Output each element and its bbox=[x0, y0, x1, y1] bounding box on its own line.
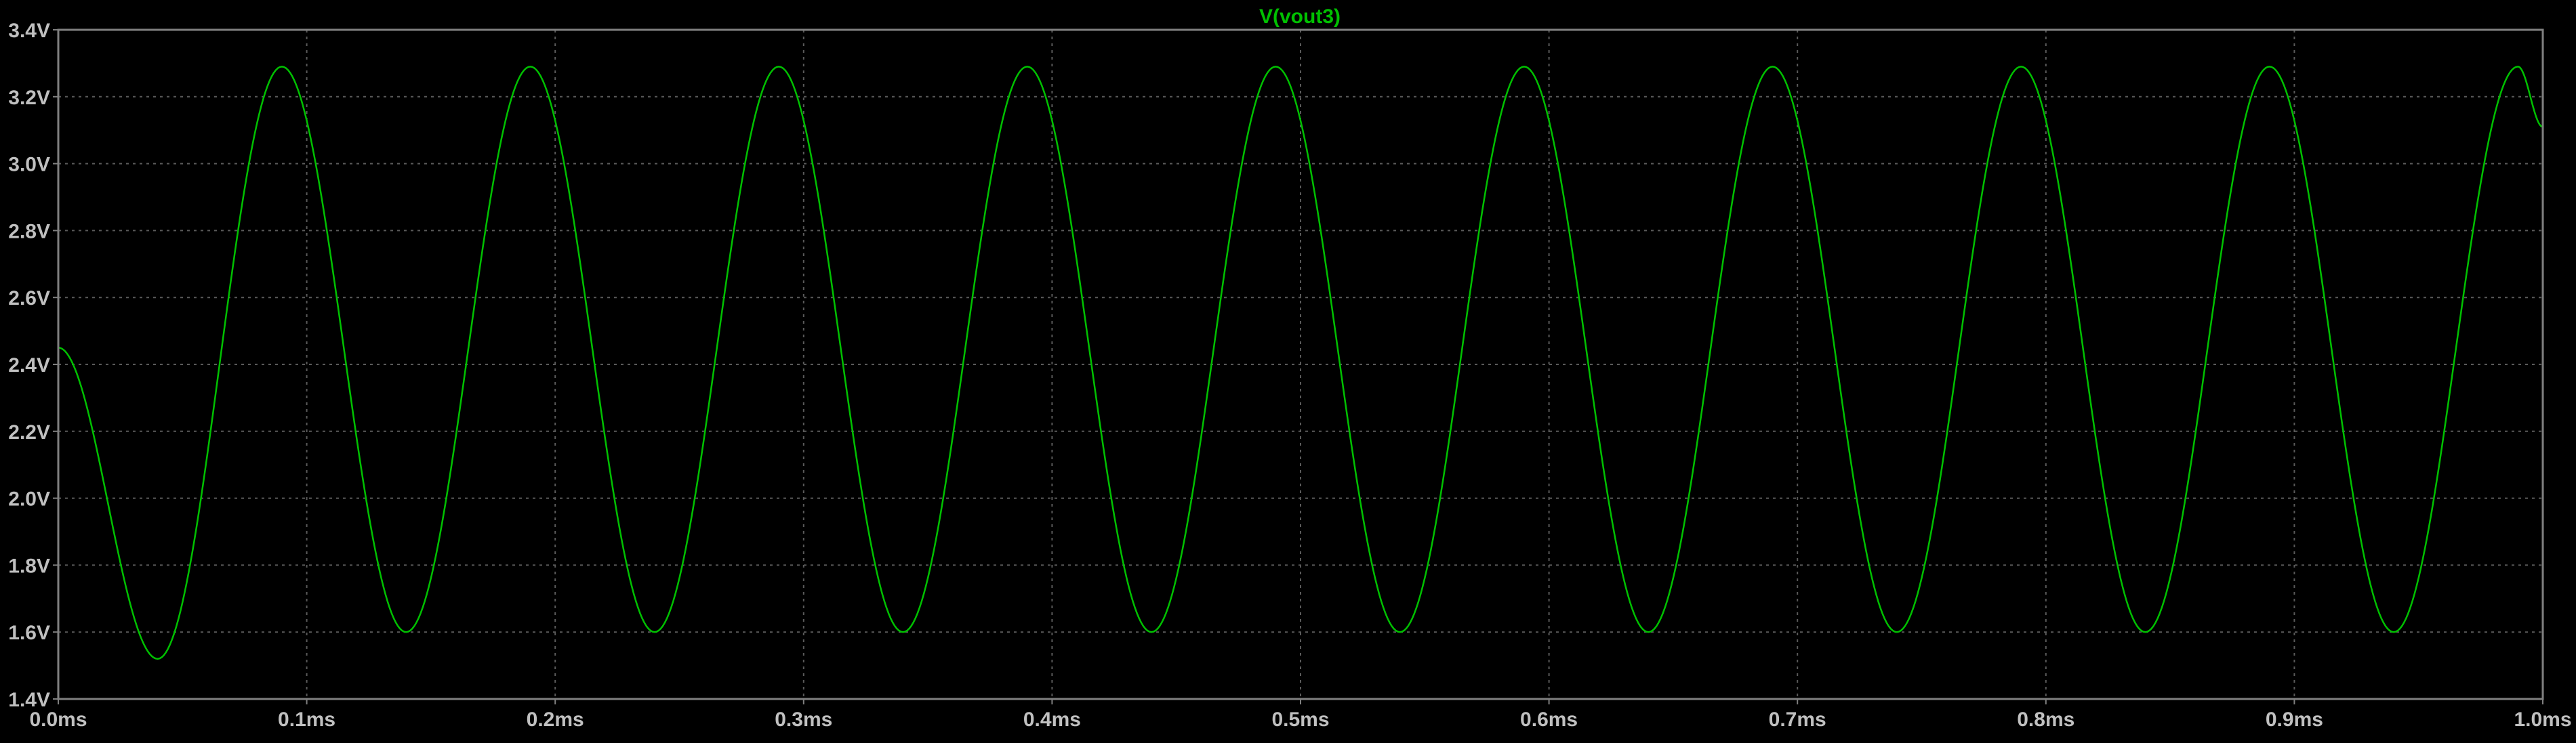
y-tick-label: 1.6V bbox=[8, 622, 50, 644]
y-tick-label: 2.6V bbox=[8, 287, 50, 310]
y-tick-label: 3.4V bbox=[8, 20, 50, 42]
y-tick-label: 1.4V bbox=[8, 689, 50, 711]
x-tick-label: 0.6ms bbox=[1520, 708, 1578, 731]
y-tick-label: 1.8V bbox=[8, 555, 50, 577]
chart-title: V(vout3) bbox=[1259, 5, 1341, 28]
y-tick-label: 2.8V bbox=[8, 220, 50, 242]
x-tick-label: 1.0ms bbox=[2514, 708, 2571, 731]
x-tick-label: 0.2ms bbox=[527, 708, 584, 731]
x-tick-label: 0.0ms bbox=[29, 708, 87, 731]
y-tick-label: 2.4V bbox=[8, 354, 50, 377]
x-tick-label: 0.3ms bbox=[775, 708, 832, 731]
x-tick-label: 0.9ms bbox=[2266, 708, 2323, 731]
series-line-vout3 bbox=[58, 66, 2543, 660]
y-tick-label: 2.2V bbox=[8, 421, 50, 444]
y-tick-label: 3.0V bbox=[8, 154, 50, 176]
x-tick-label: 0.1ms bbox=[278, 708, 335, 731]
x-axis-ticks: 0.0ms 0.1ms 0.2ms 0.3ms 0.4ms 0.5ms 0.6ms 0.7ms… bbox=[29, 699, 2572, 731]
x-tick-label: 0.7ms bbox=[1769, 708, 1826, 731]
x-tick-label: 0.8ms bbox=[2017, 708, 2074, 731]
y-tick-label: 2.0V bbox=[8, 488, 50, 511]
y-axis-ticks: 1.4V 1.6V 1.8V 2.0V 2.2V 2.4V 2.6V 2.8V 3.0V 3.2V… bbox=[8, 20, 58, 711]
y-tick-label: 3.2V bbox=[8, 87, 50, 109]
x-tick-label: 0.4ms bbox=[1023, 708, 1081, 731]
trace-layer bbox=[58, 66, 2543, 660]
x-tick-label: 0.5ms bbox=[1271, 708, 1329, 731]
grid-lines bbox=[58, 30, 2543, 699]
